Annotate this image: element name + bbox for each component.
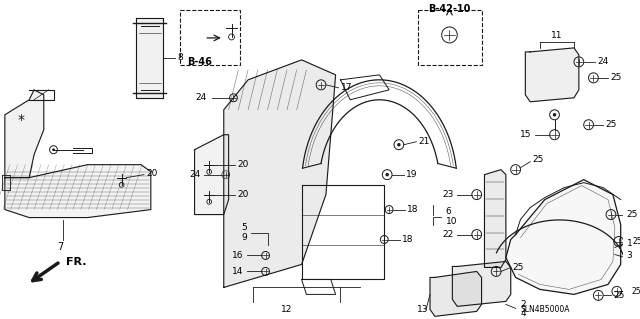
- Text: 2: 2: [520, 300, 526, 309]
- Bar: [180, 10, 240, 65]
- Text: 4: 4: [520, 309, 526, 318]
- Text: 7: 7: [57, 242, 63, 253]
- Text: 25: 25: [532, 155, 543, 164]
- Bar: [419, 10, 481, 65]
- Text: 25: 25: [610, 73, 621, 82]
- Text: 25: 25: [513, 263, 524, 272]
- Text: 5: 5: [241, 223, 247, 232]
- Text: 25: 25: [632, 287, 640, 296]
- Text: 8: 8: [177, 53, 183, 63]
- Text: 25: 25: [627, 210, 638, 219]
- Text: 1: 1: [627, 239, 632, 248]
- Text: 18: 18: [402, 235, 413, 244]
- Text: 14: 14: [232, 267, 243, 276]
- Text: 25: 25: [605, 120, 616, 129]
- Text: 12: 12: [282, 305, 292, 314]
- Polygon shape: [2, 174, 10, 189]
- Text: 15: 15: [520, 130, 531, 139]
- Text: 17: 17: [340, 83, 352, 92]
- Circle shape: [553, 113, 556, 116]
- Text: *: *: [18, 113, 25, 127]
- Text: 25: 25: [632, 237, 640, 246]
- Text: 24: 24: [195, 93, 206, 102]
- Text: 25: 25: [613, 291, 624, 300]
- Text: 11: 11: [551, 32, 562, 41]
- Circle shape: [385, 173, 389, 176]
- Text: 16: 16: [232, 251, 243, 260]
- Text: 13: 13: [417, 305, 428, 314]
- Text: 20: 20: [237, 160, 249, 169]
- Text: 20: 20: [146, 169, 157, 178]
- Polygon shape: [5, 90, 44, 178]
- Polygon shape: [506, 180, 621, 294]
- Polygon shape: [195, 135, 228, 215]
- Polygon shape: [5, 165, 151, 218]
- Text: 9: 9: [241, 233, 247, 242]
- Polygon shape: [525, 48, 579, 102]
- Polygon shape: [224, 60, 335, 287]
- Polygon shape: [136, 18, 163, 98]
- Text: 6: 6: [445, 207, 451, 216]
- Text: 21: 21: [419, 137, 429, 146]
- Text: 18: 18: [406, 205, 418, 214]
- Text: 22: 22: [442, 230, 453, 239]
- Text: FR.: FR.: [66, 257, 86, 267]
- Polygon shape: [484, 170, 506, 267]
- Text: B-46: B-46: [187, 57, 212, 67]
- Text: 23: 23: [442, 190, 453, 199]
- Circle shape: [52, 148, 55, 151]
- Text: 3: 3: [627, 251, 632, 260]
- Text: 10: 10: [445, 217, 457, 226]
- Circle shape: [397, 143, 401, 146]
- Text: 19: 19: [406, 170, 417, 179]
- Text: 24: 24: [189, 170, 200, 179]
- Text: 24: 24: [597, 57, 609, 66]
- Polygon shape: [430, 271, 481, 316]
- Text: 20: 20: [237, 190, 249, 199]
- Polygon shape: [452, 262, 511, 306]
- Text: B-42-10: B-42-10: [428, 4, 470, 14]
- Text: SLN4B5000A: SLN4B5000A: [520, 305, 570, 314]
